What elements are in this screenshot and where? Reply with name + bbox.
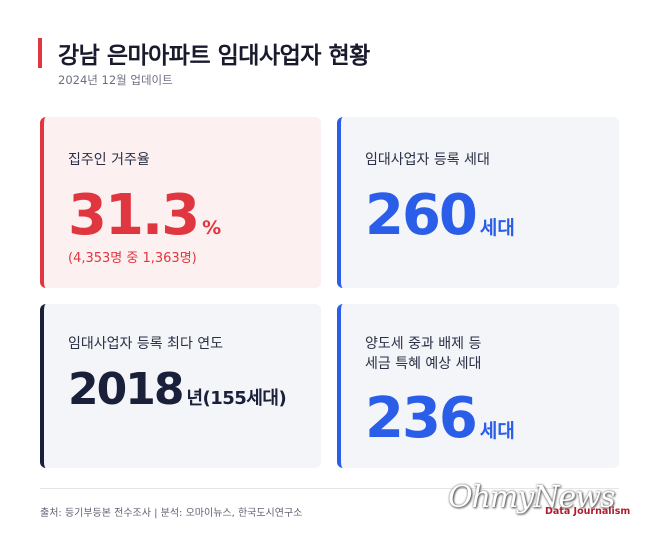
- page-title: 강남 은마아파트 임대사업자 현황: [58, 43, 370, 69]
- ohmynews-watermark: OhmyNews: [448, 480, 615, 515]
- peak-year-value: 2018 년(155세대): [68, 364, 287, 415]
- owner-occupancy-value: 31.3%: [68, 183, 222, 248]
- owner-occupancy-card: 집주인 거주율 31.3% (4,353명 중 1,363명): [40, 117, 321, 288]
- registered-units-value: 260 세대: [365, 183, 515, 248]
- unit: 세대: [479, 217, 515, 239]
- card-label: 양도세 중과 배제 등 세금 특혜 예상 세대: [365, 336, 482, 372]
- tax-benefit-card: 양도세 중과 배제 등 세금 특혜 예상 세대 236 세대: [337, 304, 619, 468]
- card-label: 임대사업자 등록 세대: [365, 152, 490, 168]
- registered-units-card: 임대사업자 등록 세대 260 세대: [337, 117, 619, 288]
- owner-occupancy-note: (4,353명 중 1,363명): [68, 251, 197, 266]
- unit: 년(155세대): [186, 388, 287, 409]
- peak-year-card: 임대사업자 등록 최다 연도 2018 년(155세대): [40, 304, 321, 468]
- unit: %: [202, 217, 222, 239]
- unit: 세대: [479, 420, 515, 442]
- title-accent-bar: [38, 38, 42, 68]
- card-label: 집주인 거주율: [68, 152, 150, 168]
- source-text: 출처: 등기부등본 전수조사 | 분석: 오마이뉴스, 한국도시연구소: [40, 508, 303, 519]
- data-journalism-credit: Data Journalism: [545, 506, 631, 517]
- tax-benefit-value: 236 세대: [365, 386, 515, 451]
- update-date: 2024년 12월 업데이트: [58, 73, 173, 87]
- card-label: 임대사업자 등록 최다 연도: [68, 336, 224, 352]
- footer-divider: [40, 488, 619, 489]
